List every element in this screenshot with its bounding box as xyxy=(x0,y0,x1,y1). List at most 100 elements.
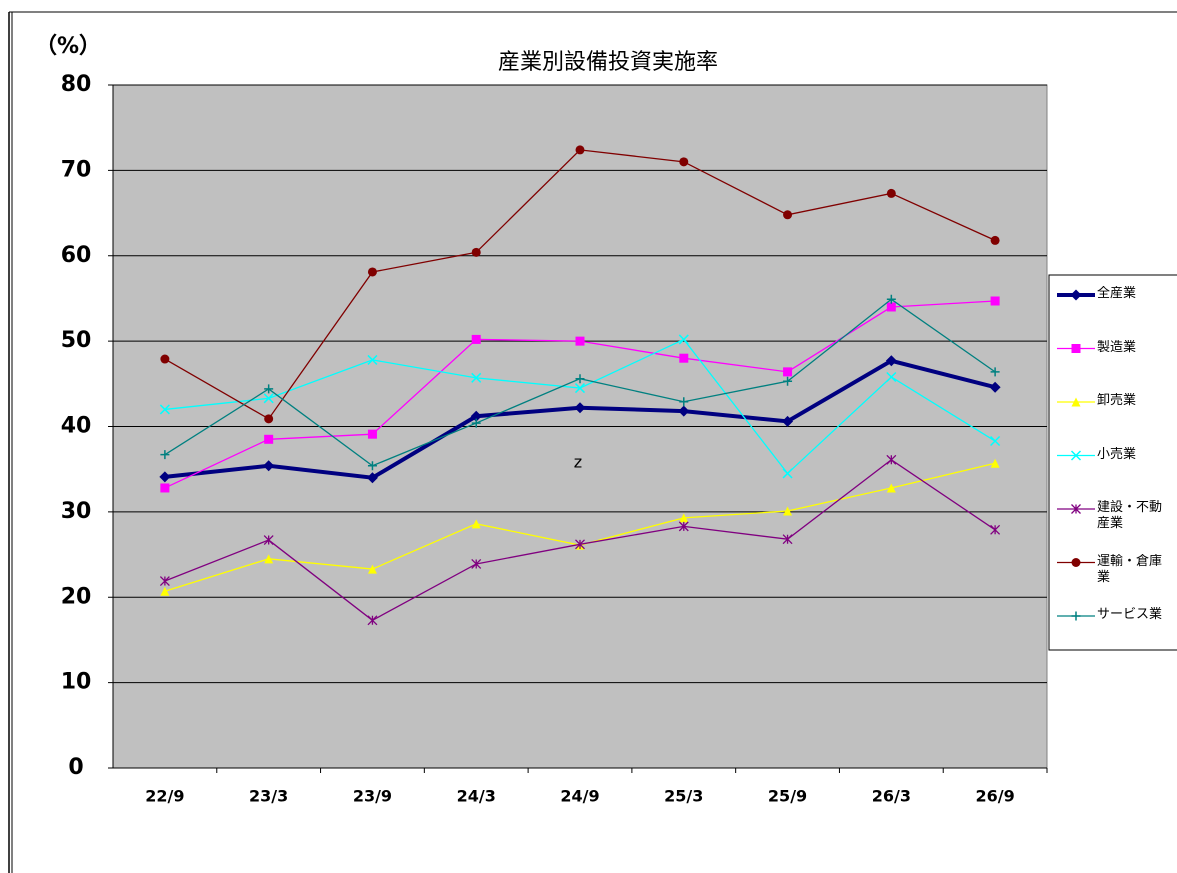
x-tick-label: 25/3 xyxy=(664,787,703,806)
x-tick-label: 23/3 xyxy=(249,787,288,806)
x-tick-label: 22/9 xyxy=(145,787,184,806)
legend-label: 全産業 xyxy=(1097,286,1137,301)
data-point xyxy=(575,336,585,346)
legend-label-box: 全産業 xyxy=(1097,286,1137,301)
legend-label: 建設・不動産業 xyxy=(1097,500,1163,531)
data-point xyxy=(367,461,377,471)
data-point xyxy=(886,188,896,198)
data-point xyxy=(471,558,482,569)
data-point xyxy=(264,434,274,444)
x-tick-label: 23/9 xyxy=(353,787,392,806)
y-tick-label: 80 xyxy=(61,72,92,97)
data-point xyxy=(264,554,274,564)
y-tick-label: 70 xyxy=(61,157,92,182)
data-point xyxy=(679,157,689,167)
legend-marker xyxy=(1070,289,1082,301)
data-point xyxy=(575,539,585,550)
data-point xyxy=(471,519,481,529)
y-tick-label: 60 xyxy=(61,243,92,268)
data-point xyxy=(263,535,274,546)
data-point xyxy=(990,458,1000,468)
legend-label-box: 運輸・倉庫業 xyxy=(1097,553,1163,585)
y-axis-label: （%） xyxy=(35,34,101,59)
y-tick-label: 30 xyxy=(61,499,92,524)
legend-label-box: 製造業 xyxy=(1097,339,1137,355)
legend-label: 卸売業 xyxy=(1097,393,1137,408)
legend-marker xyxy=(1071,504,1081,514)
data-point xyxy=(783,376,793,386)
legend-label-box: サービス業 xyxy=(1097,607,1163,622)
legend-marker xyxy=(1071,344,1081,353)
data-point xyxy=(263,393,274,404)
data-point xyxy=(263,460,275,472)
x-tick-label: 26/9 xyxy=(975,787,1014,806)
data-point xyxy=(471,418,481,428)
data-point xyxy=(990,524,1001,535)
data-point xyxy=(783,506,793,516)
data-point xyxy=(264,384,274,394)
data-point xyxy=(471,334,481,344)
legend-label-box: 建設・不動産業 xyxy=(1097,500,1163,531)
data-point xyxy=(367,354,378,365)
data-point xyxy=(990,435,1001,447)
y-tick-label: 50 xyxy=(61,328,92,353)
data-point xyxy=(575,145,585,155)
data-point xyxy=(782,534,793,545)
data-point xyxy=(574,402,586,414)
data-point xyxy=(886,483,896,493)
legend-label: 運輸・倉庫業 xyxy=(1097,553,1163,585)
data-point xyxy=(367,615,378,626)
data-point xyxy=(160,354,170,364)
data-point xyxy=(367,267,377,277)
data-point xyxy=(471,372,482,383)
data-point xyxy=(159,471,171,483)
data-point xyxy=(678,521,689,532)
legend-label: 製造業 xyxy=(1097,339,1137,355)
data-point xyxy=(678,334,689,345)
data-point xyxy=(679,353,689,363)
data-point xyxy=(678,405,690,417)
data-point xyxy=(367,564,377,574)
data-point xyxy=(783,210,793,220)
data-point xyxy=(367,429,377,439)
data-point xyxy=(885,355,897,367)
data-point xyxy=(160,586,170,596)
data-point xyxy=(160,483,170,493)
data-point xyxy=(366,472,378,484)
y-tick-label: 10 xyxy=(61,670,92,695)
legend-label: サービス業 xyxy=(1097,607,1163,622)
data-point xyxy=(886,371,897,383)
data-point xyxy=(989,381,1001,393)
legend-label: 小売業 xyxy=(1097,446,1137,462)
data-point xyxy=(264,414,274,424)
x-tick-label: 26/3 xyxy=(872,787,911,806)
legend-marker xyxy=(1071,558,1081,567)
data-point xyxy=(160,450,170,460)
data-point xyxy=(886,302,896,312)
data-point xyxy=(575,374,585,384)
annotation: z xyxy=(574,453,582,472)
legend-label-box: 卸売業 xyxy=(1097,393,1137,408)
chart-title: 産業別設備投資実施率 xyxy=(498,50,718,75)
x-tick-label: 25/9 xyxy=(768,787,807,806)
legend-label-box: 小売業 xyxy=(1097,446,1137,462)
x-tick-label: 24/3 xyxy=(457,787,496,806)
data-point xyxy=(782,468,793,479)
data-point xyxy=(159,576,170,586)
legend-marker xyxy=(1070,450,1082,461)
data-point xyxy=(679,397,689,407)
data-point xyxy=(886,294,896,304)
data-point xyxy=(990,235,1000,245)
data-point xyxy=(783,367,793,377)
x-tick-label: 24/9 xyxy=(560,787,599,806)
data-point xyxy=(990,367,1000,377)
y-tick-label: 0 xyxy=(68,755,83,780)
legend-marker xyxy=(1071,397,1081,407)
data-point xyxy=(886,454,897,465)
data-point xyxy=(782,415,794,427)
data-point xyxy=(574,383,586,394)
y-tick-label: 20 xyxy=(61,584,92,609)
data-point xyxy=(159,404,170,415)
legend-box xyxy=(1048,274,1177,651)
